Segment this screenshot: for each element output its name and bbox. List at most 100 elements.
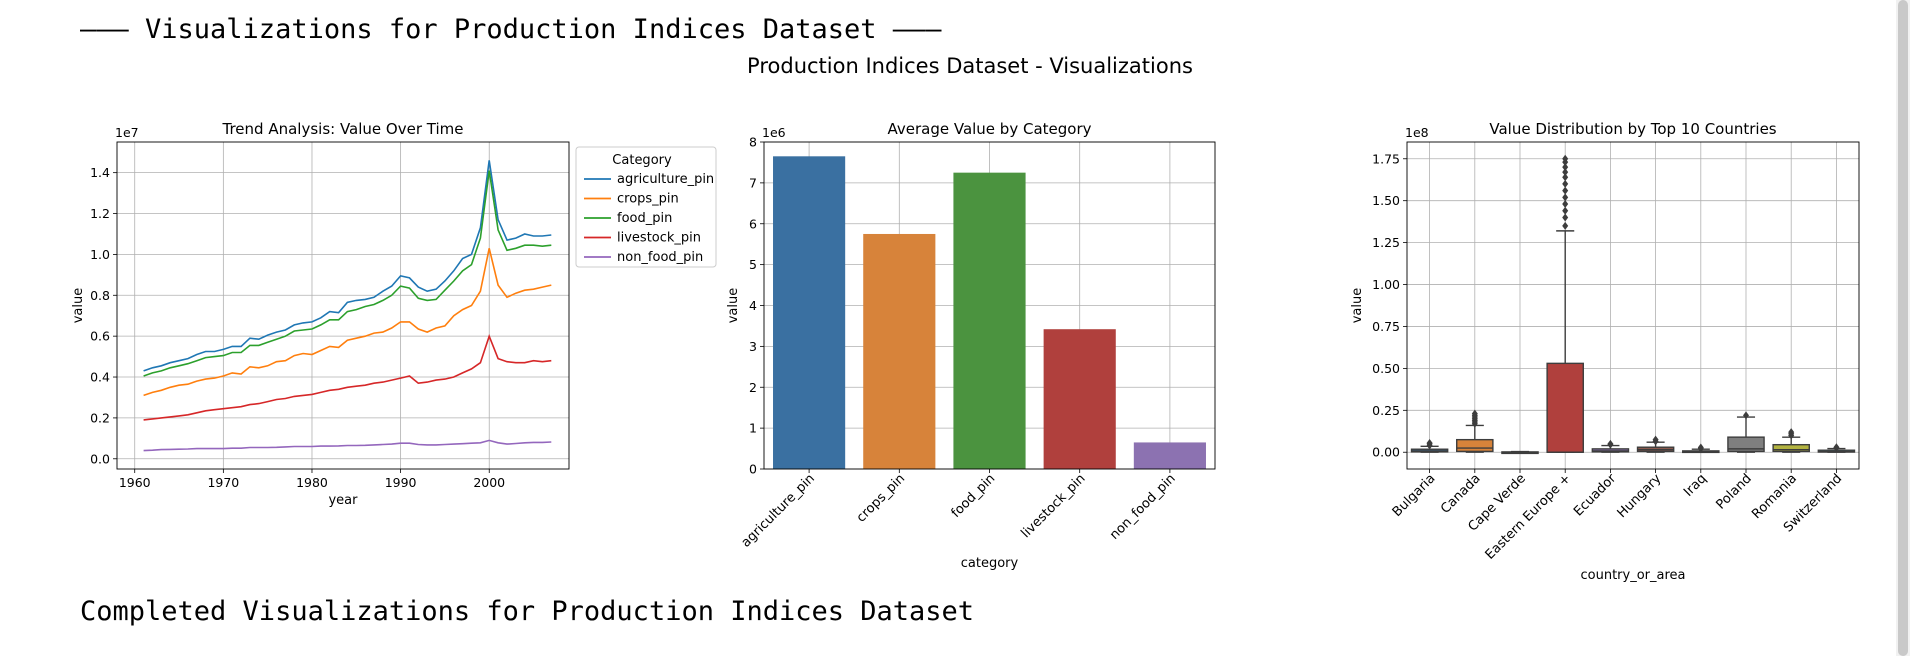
outlier-marker [1562, 179, 1569, 188]
box-Poland [1727, 436, 1765, 453]
series-line-non_food_pin [143, 439, 552, 452]
y-tick-label: 0.75 [1372, 319, 1400, 334]
y-tick-label: 6 [749, 216, 757, 231]
chart-title: Average Value by Category [887, 120, 1091, 138]
outlier-marker [1562, 186, 1569, 195]
y-tick-label: 5 [749, 257, 757, 272]
outlier-marker [1833, 443, 1840, 452]
output-header-text: ——— Visualizations for Production Indice… [80, 14, 942, 45]
y-axis-label: value [726, 288, 741, 324]
x-tick-label: 1990 [385, 475, 417, 490]
x-tick-label: Hungary [1615, 471, 1665, 521]
series-line-crops_pin [143, 248, 552, 397]
outlier-marker [1471, 409, 1478, 418]
x-tick-label: 1960 [119, 475, 151, 490]
y-axis-label: value [71, 288, 86, 324]
y-tick-label: 1.25 [1372, 235, 1400, 250]
y-tick-label: 8 [749, 135, 757, 150]
axis-offset-label: 1e6 [762, 125, 786, 140]
bar-livestock_pin [1043, 329, 1116, 469]
outlier-marker [1562, 213, 1569, 222]
outlier-marker [1562, 168, 1569, 177]
axis-offset-label: 1e7 [115, 125, 139, 140]
x-axis-label: year [328, 493, 358, 508]
x-tick-label: 1980 [296, 475, 328, 490]
box-Romania [1772, 443, 1810, 453]
x-tick-label: crops_pin [854, 471, 908, 525]
box-chart: 0.00 0.25 0.50 0.75 1.00 1.25 1.50 1.75 Bulgaria… [1350, 120, 1860, 583]
plot-frame [1406, 141, 1860, 470]
axis-offset-label: 1e8 [1405, 125, 1429, 140]
output-footer-text: Completed Visualizations for Production … [80, 596, 975, 627]
y-tick-label: 1 [749, 421, 757, 436]
x-tick-label: livestock_pin [1019, 471, 1089, 541]
line-chart: 1960 1970 1980 1990 2000 0.0 0.2 0.4 0.6 0.8 1.0 1.… [71, 120, 717, 508]
outlier-marker [1562, 154, 1569, 163]
outlier-marker [1562, 193, 1569, 202]
x-tick-label: agriculture_pin [739, 471, 818, 550]
y-axis-label: value [1350, 288, 1365, 324]
y-tick-label: 0.8 [90, 288, 110, 303]
y-tick-label: 0.4 [90, 370, 110, 385]
y-tick-label: 1.00 [1372, 277, 1400, 292]
outlier-marker [1743, 411, 1749, 420]
vertical-scrollbar[interactable] [1896, 0, 1910, 656]
y-tick-label: 1.0 [90, 247, 110, 262]
figure-canvas: Production Indices Dataset - Visualizati… [71, 54, 1860, 583]
y-tick-label: 0.0 [90, 451, 110, 466]
bar-crops_pin [863, 233, 936, 469]
box-Canada [1456, 438, 1494, 453]
series-line-agriculture_pin [143, 160, 552, 372]
y-tick-label: 0 [749, 462, 757, 477]
figure-suptitle: Production Indices Dataset - Visualizati… [747, 54, 1193, 78]
plot-frame [763, 141, 1216, 470]
bar-food_pin [953, 172, 1026, 469]
y-tick-label: 4 [749, 298, 757, 313]
series-line-livestock_pin [143, 333, 552, 421]
box-Eastern Europe + [1546, 362, 1584, 453]
y-tick-label: 0.6 [90, 329, 110, 344]
legend-label-crops_pin: crops_pin [617, 192, 679, 207]
y-tick-label: 7 [749, 175, 757, 190]
bar-agriculture_pin [773, 156, 846, 469]
scrollbar-thumb[interactable] [1898, 0, 1908, 656]
outlier-marker [1562, 163, 1569, 172]
x-axis-label: category [961, 556, 1019, 571]
x-tick-label: Poland [1714, 471, 1755, 512]
plot-frame [116, 141, 570, 470]
legend-label-food_pin: food_pin [617, 211, 672, 226]
x-tick-label: Canada [1438, 471, 1484, 517]
outlier-marker [1562, 200, 1569, 209]
outlier-marker [1788, 428, 1795, 437]
y-tick-label: 0.25 [1372, 403, 1400, 418]
outlier-marker [1562, 221, 1569, 230]
y-tick-label: 2 [749, 380, 757, 395]
series-line-food_pin [143, 170, 552, 377]
y-tick-label: 1.75 [1372, 151, 1400, 166]
x-tick-label: 2000 [473, 475, 505, 490]
outlier-marker [1697, 443, 1704, 452]
y-tick-label: 1.2 [90, 206, 110, 221]
legend-title: Category [612, 153, 672, 168]
outlier-marker [1562, 173, 1569, 182]
legend-label-livestock_pin: livestock_pin [617, 231, 701, 246]
chart-title: Trend Analysis: Value Over Time [222, 120, 464, 138]
y-tick-label: 0.50 [1372, 361, 1400, 376]
x-tick-label: Ecuador [1571, 471, 1620, 520]
y-tick-label: 0.00 [1372, 445, 1400, 460]
x-tick-label: 1970 [207, 475, 239, 490]
x-axis-label: country_or_area [1580, 568, 1685, 583]
y-tick-label: 3 [749, 339, 757, 354]
outlier-marker [1652, 435, 1659, 444]
y-tick-label: 1.50 [1372, 193, 1400, 208]
outlier-marker [1426, 439, 1433, 448]
y-tick-label: 1.4 [90, 165, 110, 180]
x-tick-label: Iraq [1681, 471, 1710, 500]
outlier-marker [1607, 439, 1614, 448]
bar-chart: 0 1 2 3 4 5 6 7 8 agriculture_pin crops_pin food_pi… [726, 120, 1216, 571]
outlier-marker [1562, 206, 1569, 215]
legend-label-agriculture_pin: agriculture_pin [617, 172, 714, 187]
chart-title: Value Distribution by Top 10 Countries [1489, 120, 1776, 138]
x-tick-label: food_pin [949, 471, 999, 521]
y-tick-label: 0.2 [90, 410, 110, 425]
